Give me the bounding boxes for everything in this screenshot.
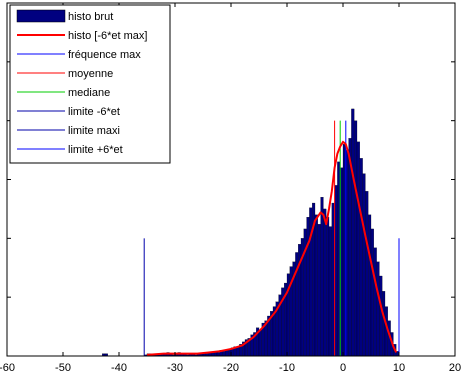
histogram-bar xyxy=(376,261,380,357)
x-tick-label: -10 xyxy=(279,362,295,374)
histogram-bar xyxy=(222,351,226,357)
x-tick-label: -50 xyxy=(55,362,71,374)
legend-label: moyenne xyxy=(68,68,113,80)
x-tick-label: -40 xyxy=(111,362,127,374)
x-tick-label: 0 xyxy=(340,362,346,374)
histogram-bar xyxy=(373,247,377,357)
histogram-bar xyxy=(323,208,327,357)
series-lines xyxy=(146,140,398,356)
legend-label: limite maxi xyxy=(68,125,120,137)
legend-label: fréquence max xyxy=(68,49,141,61)
legend-swatch xyxy=(16,9,66,23)
histogram-bar xyxy=(359,158,363,357)
legend-label: histo [-6*et max] xyxy=(68,30,147,42)
x-tick-label: 10 xyxy=(393,362,405,374)
histogram-bar xyxy=(320,197,324,357)
histogram-bar xyxy=(348,138,352,357)
marker-lines xyxy=(143,120,400,356)
histogram-bar xyxy=(365,191,369,357)
legend-box xyxy=(9,4,171,164)
histogram-bar xyxy=(328,226,332,357)
legend-label: mediane xyxy=(68,87,110,99)
histogram-bar xyxy=(356,141,360,357)
x-tick-label: -30 xyxy=(167,362,183,374)
histogram-bar xyxy=(362,173,366,357)
histogram-bar xyxy=(258,329,262,357)
histogram-bar xyxy=(382,291,386,357)
legend-label: limite +6*et xyxy=(68,144,123,156)
histogram-bar xyxy=(379,275,383,357)
histogram-bar xyxy=(314,214,318,357)
histogram-bar xyxy=(326,217,330,357)
x-tick-label: -20 xyxy=(223,362,239,374)
histogram-bar xyxy=(351,108,355,357)
legend: histo brut histo [-6*et max] fréquence max… xyxy=(9,4,171,164)
histogram-bar xyxy=(368,214,372,357)
histogram-bar xyxy=(370,228,374,357)
histogram-bar xyxy=(216,352,220,357)
x-tick-label: 20 xyxy=(449,362,461,374)
histogram-bar xyxy=(354,120,358,357)
legend-label: histo brut xyxy=(68,11,113,23)
histogram-bar xyxy=(306,217,310,357)
x-tick-label: -60 xyxy=(0,362,15,374)
series-line xyxy=(146,140,398,356)
legend-label: limite -6*et xyxy=(68,106,120,118)
histogram-bar xyxy=(317,224,321,357)
